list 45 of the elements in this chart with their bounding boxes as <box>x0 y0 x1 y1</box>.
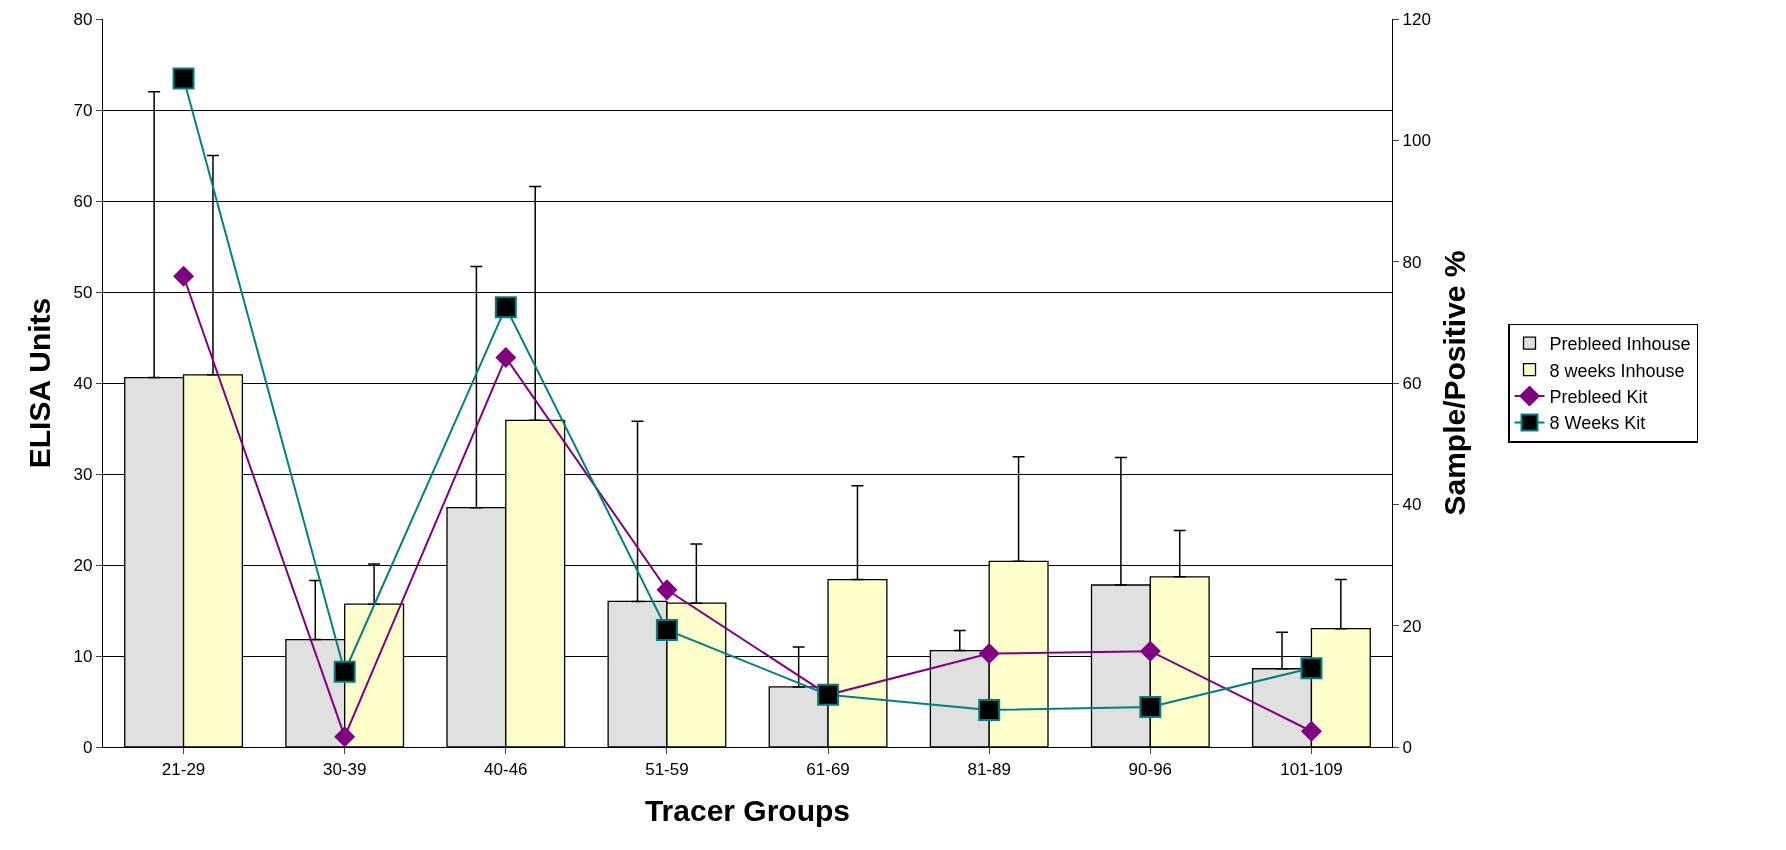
y-tick-label: 50 <box>73 282 93 302</box>
x-tick-label: 90-96 <box>1128 759 1173 779</box>
y-tick-label: 80 <box>73 9 93 29</box>
point <box>978 698 1001 721</box>
legend-label: Prebleed Kit <box>1549 387 1648 408</box>
y2-tick-label: 60 <box>1402 373 1422 393</box>
y2-axis-title: Sample/Positive % <box>1438 250 1472 516</box>
y2-tick-label: 40 <box>1402 495 1422 515</box>
x-axis-title: Tracer Groups <box>644 794 851 828</box>
y2-tick-label: 0 <box>1402 737 1413 757</box>
y2-tick-label: 100 <box>1402 131 1431 151</box>
x-tick-label: 61-69 <box>806 759 850 779</box>
point <box>1140 641 1161 662</box>
x-tick-label: 21-29 <box>161 759 206 779</box>
y-tick-label: 10 <box>73 646 93 666</box>
y2-tick-label: 80 <box>1402 252 1422 272</box>
x-tick-label: 51-59 <box>645 759 689 779</box>
y-tick-label: 30 <box>73 464 93 484</box>
point <box>655 618 678 641</box>
point <box>1139 695 1162 718</box>
point <box>334 726 355 747</box>
x-tick-label: 81-89 <box>967 759 1011 779</box>
y-tick-label: 20 <box>73 555 93 575</box>
point <box>494 296 517 319</box>
point <box>1301 721 1322 742</box>
x-tick-label: 30-39 <box>322 759 367 779</box>
y2-tick-label: 120 <box>1402 9 1431 29</box>
point <box>172 67 195 90</box>
point <box>333 660 356 683</box>
point <box>656 579 678 600</box>
x-tick-label: 101-109 <box>1280 759 1343 779</box>
y-tick-label: 40 <box>73 373 93 393</box>
point <box>979 643 1000 664</box>
y-tick-label: 60 <box>73 191 93 211</box>
legend-label: Prebleed Inhouse <box>1549 334 1691 355</box>
point <box>495 347 516 368</box>
x-tick-label: 40-46 <box>484 759 528 779</box>
y-axis-title: ELISA Units <box>22 297 56 469</box>
y2-tick-label: 20 <box>1402 616 1422 636</box>
y-tick-label: 70 <box>73 100 93 120</box>
point <box>173 266 194 287</box>
legend-label: 8 weeks Inhouse <box>1549 360 1685 381</box>
y-tick-label: 0 <box>82 737 93 757</box>
point <box>1300 657 1323 680</box>
legend-label: 8 Weeks Kit <box>1549 413 1646 434</box>
